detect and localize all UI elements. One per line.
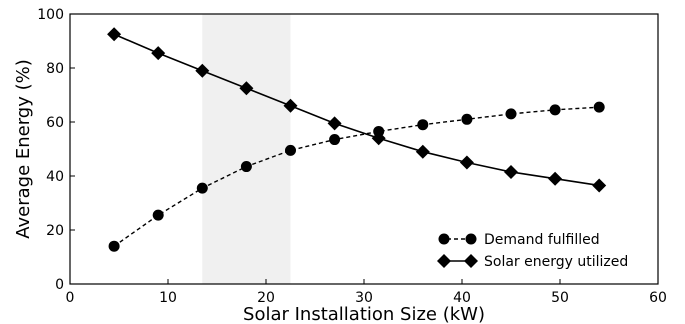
demand-fulfilled-point	[108, 240, 120, 252]
solar-energy-utilized-point	[151, 46, 166, 61]
x-tick-label: 50	[551, 290, 569, 306]
demand-fulfilled-point	[196, 182, 208, 194]
x-tick-label: 0	[66, 290, 75, 306]
demand-fulfilled-point	[549, 104, 561, 116]
x-axis-ticks: 0 10 20 30 40 50 60	[66, 279, 667, 306]
y-axis-ticks: 0 20 40 60 80 100	[37, 7, 75, 293]
demand-fulfilled-point	[285, 144, 296, 156]
y-axis-title: Average Energy (%)	[13, 59, 34, 239]
demand-fulfilled-markers	[108, 101, 605, 252]
demand-fulfilled-point	[329, 134, 341, 146]
legend-label-demand: Demand fulfilled	[484, 232, 600, 248]
demand-fulfilled-point	[505, 108, 517, 120]
demand-fulfilled-point	[593, 101, 605, 113]
solar-energy-utilized-point	[195, 63, 210, 78]
solar-energy-utilized-point	[592, 178, 607, 193]
x-tick-label: 30	[355, 290, 373, 306]
x-tick-label: 10	[159, 290, 177, 306]
y-tick-label: 80	[46, 61, 64, 77]
demand-fulfilled-point	[240, 161, 252, 173]
shaded-band	[202, 14, 291, 284]
x-tick-label: 40	[453, 290, 471, 306]
solar-energy-utilized-point	[504, 164, 518, 179]
solar-energy-utilized-line	[113, 33, 600, 187]
y-tick-label: 20	[46, 223, 64, 239]
legend-marker-solar-right	[464, 254, 478, 268]
demand-fulfilled-line	[113, 106, 600, 247]
solar-energy-utilized-point	[548, 171, 563, 186]
demand-fulfilled-point	[417, 119, 429, 131]
solar-energy-utilized-point	[283, 98, 298, 113]
legend-marker-demand-left	[438, 233, 450, 245]
legend-marker-demand-right	[465, 233, 477, 245]
legend-marker-solar-left	[437, 254, 451, 268]
solar-energy-utilized-point	[107, 27, 122, 42]
solar-energy-utilized-point	[327, 116, 342, 131]
y-tick-label: 40	[46, 169, 64, 185]
demand-fulfilled-point	[152, 209, 164, 221]
x-tick-label: 20	[257, 290, 275, 306]
solar-energy-utilized-point	[371, 131, 386, 146]
solar-energy-utilized-point	[415, 144, 430, 159]
y-tick-label: 60	[46, 115, 64, 131]
solar-energy-utilized-point	[459, 155, 474, 170]
demand-fulfilled-point	[461, 113, 473, 125]
legend-label-solar: Solar energy utilized	[484, 254, 628, 270]
solar-energy-utilized-markers	[107, 27, 607, 193]
y-tick-label: 0	[55, 277, 64, 293]
solar-energy-utilized-point	[239, 81, 254, 96]
x-axis-title: Solar Installation Size (kW)	[243, 304, 485, 324]
x-tick-label: 60	[649, 290, 667, 306]
legend: Demand fulfilled Solar energy utilized	[437, 232, 628, 270]
y-tick-label: 100	[37, 7, 64, 23]
